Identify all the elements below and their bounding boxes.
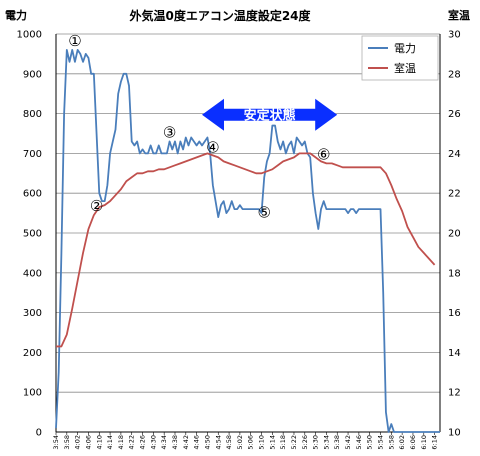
y-left-tick-label: 600	[23, 189, 42, 200]
x-tick-label: 6:02	[398, 435, 406, 450]
x-tick-label: 5:42	[344, 435, 352, 450]
y-axis-right-label: 室温	[448, 8, 470, 22]
x-tick-label: 4:54	[214, 435, 222, 450]
x-tick-label: 5:14	[268, 435, 276, 450]
x-tick-label: 3:54	[52, 435, 60, 450]
y-left-tick-label: 200	[23, 348, 42, 359]
x-tick-label: 4:50	[203, 435, 211, 450]
y-right-tick-label: 24	[448, 149, 461, 160]
y-left-tick-label: 0	[36, 428, 42, 439]
series-line-room-temp	[56, 152, 436, 348]
banner-label: 安定状態	[244, 107, 296, 123]
x-tick-label: 4:14	[106, 435, 114, 450]
y-left-tick-label: 300	[23, 308, 42, 319]
grid-lines	[56, 33, 440, 433]
x-tick-label: 6:14	[431, 435, 439, 450]
x-tick-label: 5:38	[333, 435, 341, 450]
y-right-tick-label: 12	[448, 388, 461, 399]
x-tick-label: 5:54	[377, 435, 385, 450]
x-tick-label: 4:06	[84, 435, 92, 450]
x-tick-label: 4:26	[139, 435, 147, 450]
y-left-tick-label: 700	[23, 149, 42, 160]
y-right-tick-label: 16	[448, 308, 461, 319]
annotation-marker: ⑥	[317, 146, 330, 164]
annotation-marker: ⑤	[257, 203, 270, 221]
y-left-tick-label: 1000	[17, 30, 42, 41]
y-left-tick-label: 900	[23, 69, 42, 80]
annotation-marker: ②	[90, 197, 103, 215]
x-tick-label: 5:34	[322, 435, 330, 450]
x-tick-label: 4:10	[95, 435, 103, 450]
y-right-tick-label: 26	[448, 109, 461, 120]
banner-double-arrow	[202, 98, 338, 131]
x-tick-label: 4:22	[128, 435, 136, 450]
y-right-tick-label: 20	[448, 229, 461, 240]
legend-label: 電力	[394, 42, 416, 55]
x-tick-label: 6:10	[420, 435, 428, 450]
series-lines	[55, 49, 440, 433]
annotation-marker: ③	[163, 124, 176, 142]
x-tick-label: 5:02	[236, 435, 244, 450]
y-axis-left-label: 電力	[5, 8, 27, 22]
x-tick-label: 5:58	[387, 435, 395, 450]
x-tick-label: 5:26	[301, 435, 309, 450]
y-left-tick-label: 400	[23, 268, 42, 279]
y-right-tick-label: 18	[448, 268, 461, 279]
y-left-tick-label: 800	[23, 109, 42, 120]
x-tick-label: 3:58	[63, 435, 71, 450]
legend-label: 室温	[394, 61, 416, 75]
x-tick-label: 5:18	[279, 435, 287, 450]
x-tick-label: 6:06	[409, 435, 417, 450]
x-tick-label: 4:42	[182, 435, 190, 450]
legend-box	[361, 35, 439, 81]
annotation-marker: ④	[206, 138, 219, 156]
x-tick-label: 5:30	[312, 435, 320, 450]
x-tick-label: 4:02	[74, 435, 82, 450]
stable-state-banner: 安定状態	[202, 98, 338, 131]
x-tick-label: 4:58	[225, 435, 233, 450]
y-right-tick-label: 14	[448, 348, 461, 359]
y-right-tick-label: 28	[448, 69, 461, 80]
axes: 0 100 200 300 400 500 600 700 800 900 1000 10 12 14 16…	[17, 30, 461, 450]
x-tick-label: 5:06	[247, 435, 255, 450]
x-tick-label: 5:10	[258, 435, 266, 450]
x-tick-label: 4:34	[160, 435, 168, 450]
x-tick-label: 5:46	[355, 435, 363, 450]
x-tick-label: 4:46	[193, 435, 201, 450]
chart-title: 外気温0度エアコン温度設定24度	[129, 8, 311, 23]
x-tick-label: 4:38	[171, 435, 179, 450]
y-left-tick-label: 500	[23, 229, 42, 240]
series-line-power	[55, 49, 440, 433]
x-tick-label: 4:30	[149, 435, 157, 450]
x-tick-label: 4:18	[117, 435, 125, 450]
y-right-tick-label: 30	[448, 30, 461, 41]
x-tick-label: 5:50	[366, 435, 374, 450]
y-left-tick-label: 100	[23, 388, 42, 399]
annotation-marker: ①	[68, 32, 81, 50]
x-tick-label: 5:22	[290, 435, 298, 450]
y-right-tick-label: 10	[448, 428, 461, 439]
y-right-tick-label: 22	[448, 189, 461, 200]
annotations: ① ② ③ ④ ⑤ ⑥	[68, 32, 330, 222]
